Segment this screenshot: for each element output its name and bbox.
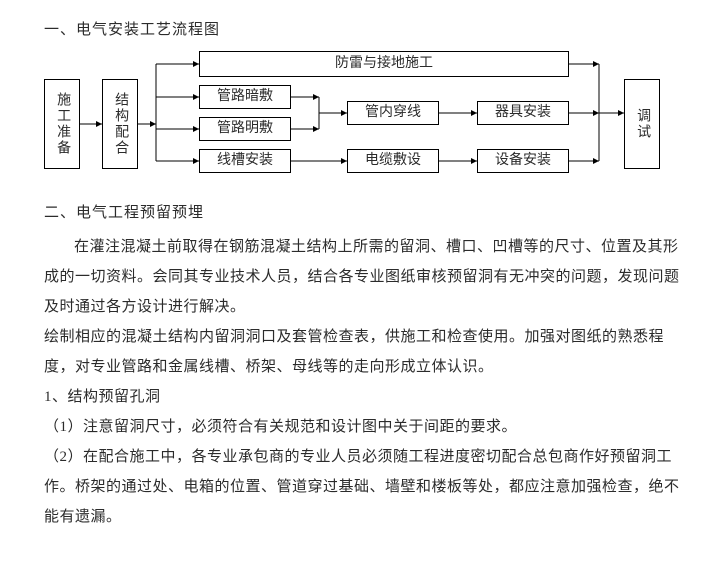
node-thread: 管内穿线 bbox=[347, 101, 439, 125]
node-prep: 施工准备 bbox=[44, 79, 80, 169]
node-equip: 设备安装 bbox=[477, 149, 569, 173]
para2: 绘制相应的混凝土结构内留洞洞口及套管检查表，供施工和检查使用。加强对图纸的熟悉程… bbox=[44, 322, 693, 382]
node-fixture: 器具安装 bbox=[477, 101, 569, 125]
node-trunk: 线槽安装 bbox=[199, 149, 291, 173]
item1: （1）注意留洞尺寸，必须符合有关规范和设计图中关于间距的要求。 bbox=[44, 412, 693, 442]
node-ground: 防雷与接地施工 bbox=[199, 51, 569, 77]
para1: 在灌注混凝土前取得在钢筋混凝土结构上所需的留洞、槽口、凹槽等的尺寸、位置及其形成… bbox=[44, 232, 693, 322]
section1-title: 一、电气安装工艺流程图 bbox=[44, 18, 693, 39]
node-pipeOpen: 管路明敷 bbox=[199, 117, 291, 141]
item2: （2）在配合施工中，各专业承包商的专业人员必须随工程进度密切配合总包商作好预留洞… bbox=[44, 442, 693, 532]
node-test: 调试 bbox=[624, 79, 660, 169]
node-cable: 电缆敷设 bbox=[347, 149, 439, 173]
node-struct: 结构配合 bbox=[102, 79, 138, 169]
section2-title: 二、电气工程预留预埋 bbox=[44, 201, 693, 222]
document-page: 一、电气安装工艺流程图 施工准备结构配合 防雷与接地施工管路暗敷管路明敷线槽安装 管… bbox=[0, 0, 721, 565]
sub1: 1、结构预留孔洞 bbox=[44, 382, 693, 412]
flow-diagram: 施工准备结构配合 防雷与接地施工管路暗敷管路明敷线槽安装 管内穿线电缆敷设 器具安装设… bbox=[44, 49, 664, 179]
node-pipeHide: 管路暗敷 bbox=[199, 85, 291, 109]
body-text: 在灌注混凝土前取得在钢筋混凝土结构上所需的留洞、槽口、凹槽等的尺寸、位置及其形成… bbox=[44, 232, 693, 532]
